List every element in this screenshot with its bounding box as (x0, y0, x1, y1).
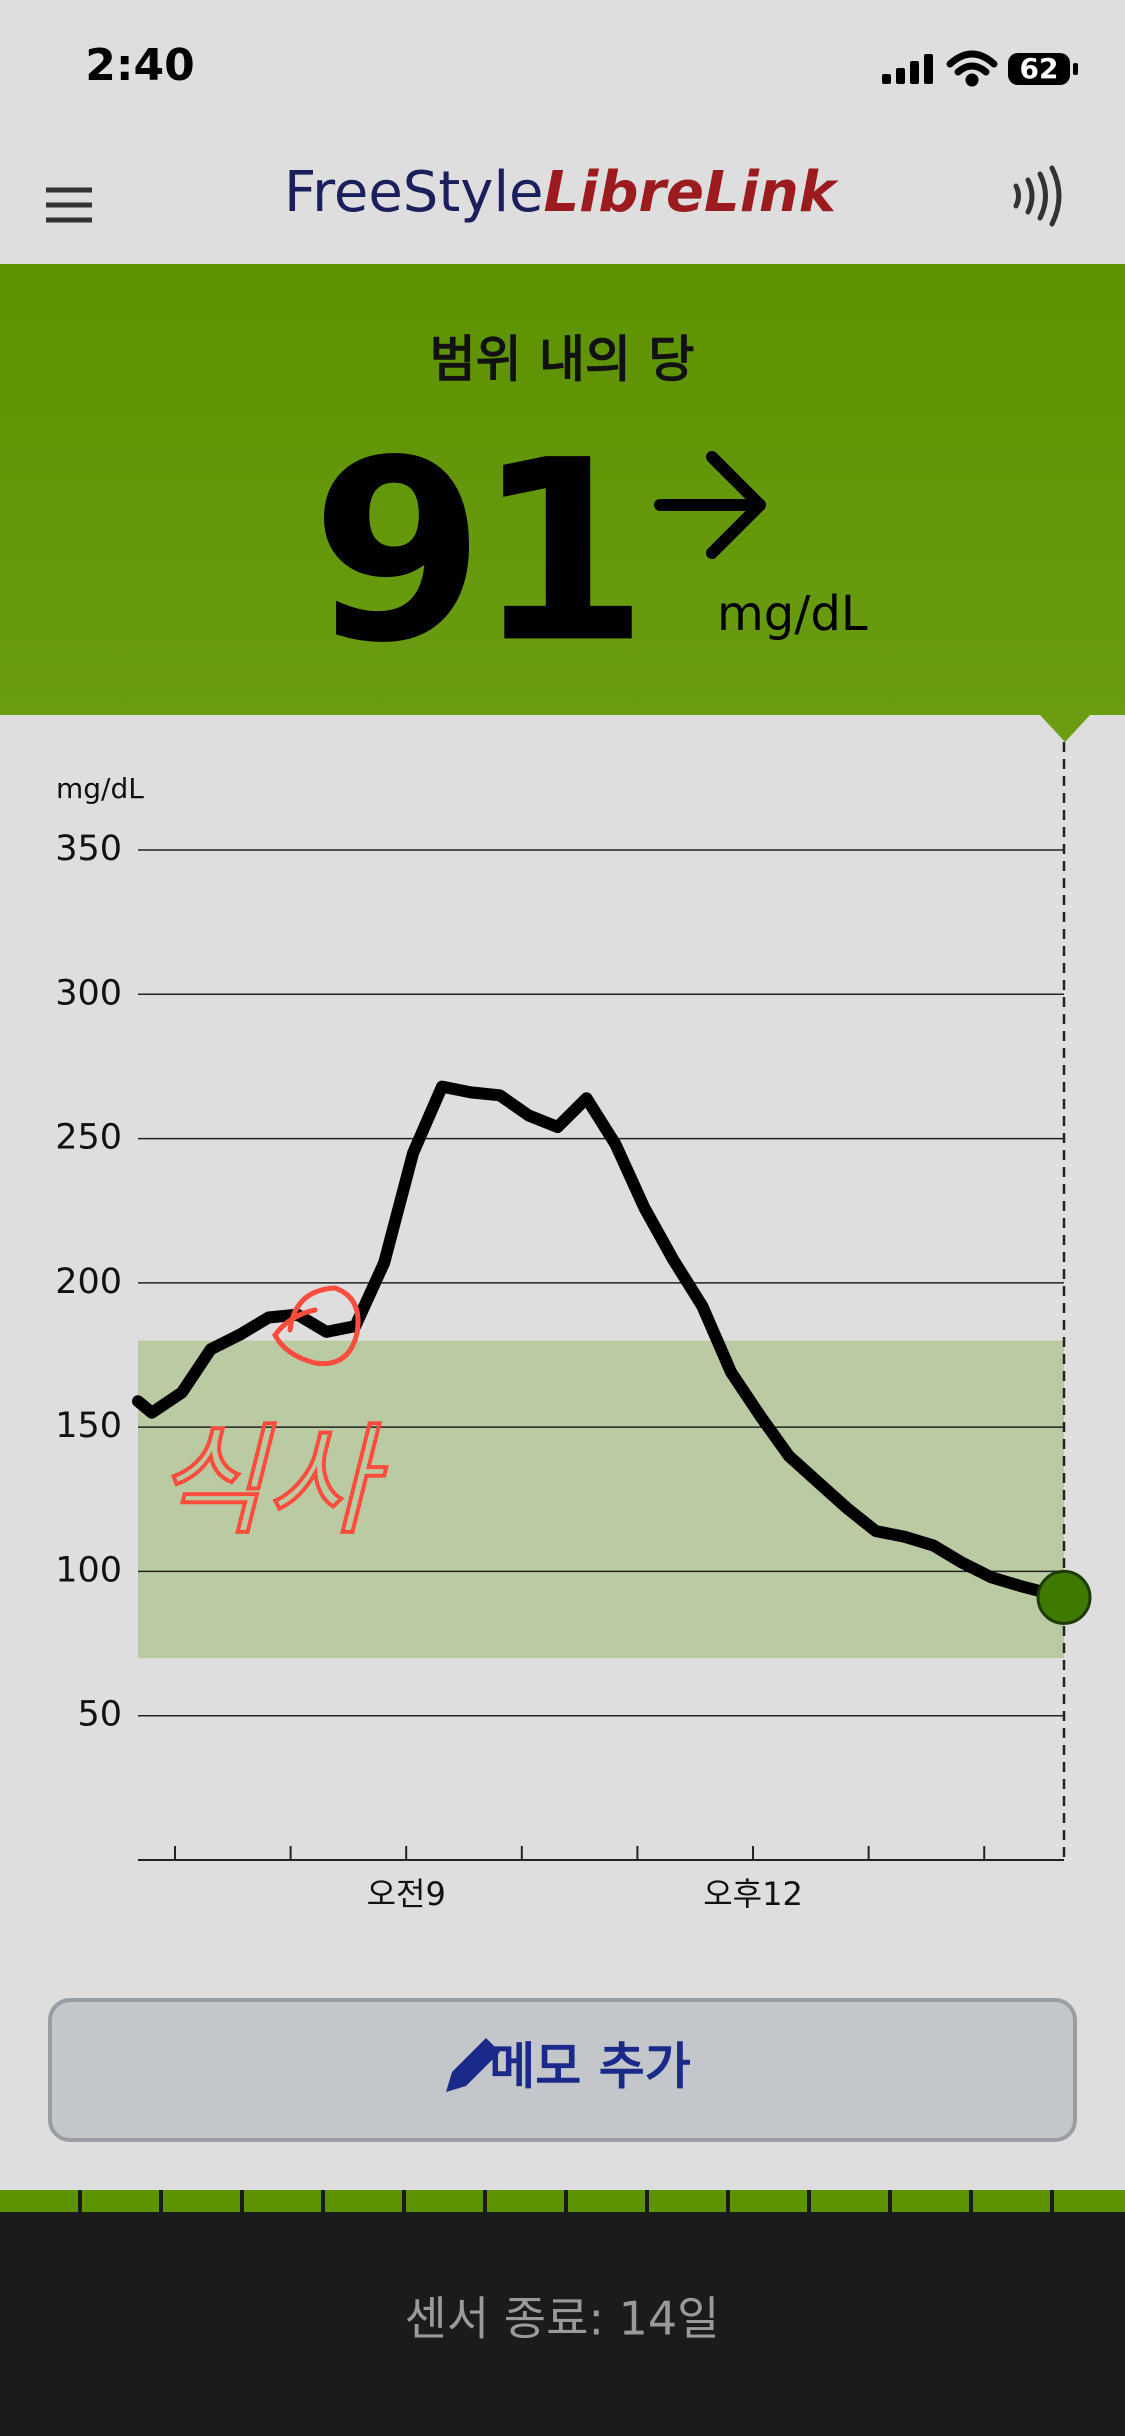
glucose-unit: mg/dL (717, 586, 868, 642)
logo: FreeStyleLibreLink (284, 160, 840, 225)
glucose-banner (0, 264, 1125, 715)
y-tick-label: 100 (55, 1550, 122, 1590)
banner-notch (1040, 715, 1090, 742)
annotation: 식사 (155, 1413, 386, 1552)
signal-icon (882, 54, 933, 84)
glucose-chart: mg/dL 50 100 150 200 250 300 350 오전9 오후12 식사 (55, 742, 1092, 1913)
battery-icon (1008, 53, 1070, 85)
trend-arrow (654, 451, 766, 559)
sensor-status: 센서 종료: 14일 (405, 2292, 720, 2346)
sensor-progress (0, 2190, 1125, 2212)
footer (0, 2190, 1125, 2436)
pencil-icon (446, 2038, 500, 2092)
battery-level: 62 (1020, 52, 1059, 85)
battery-tip (1073, 63, 1078, 75)
scan-button[interactable] (1013, 165, 1062, 227)
y-axis-label: mg/dL (56, 772, 144, 805)
x-tick-label: 오후12 (703, 1875, 803, 1913)
menu-button[interactable] (46, 187, 92, 223)
banner-label: 범위 내의 당 (430, 331, 695, 389)
y-tick-label: 50 (77, 1695, 122, 1735)
y-tick-label: 350 (55, 829, 122, 869)
annotation-circle (272, 1285, 361, 1367)
glucose-line (132, 1080, 1070, 1604)
logo-freestyle: FreeStyle (284, 160, 544, 225)
target-range (138, 1340, 1064, 1658)
status-time: 2:40 (85, 40, 194, 91)
y-tick-label: 300 (55, 973, 122, 1013)
wifi-icon (946, 50, 998, 87)
current-point (1036, 1569, 1092, 1625)
x-tick-label: 오전9 (367, 1875, 446, 1913)
y-tick-label: 150 (55, 1406, 122, 1446)
y-tick-label: 200 (55, 1262, 122, 1302)
sensor-progress-ticks (78, 2190, 1054, 2212)
memo-button-label: 메모 추가 (489, 2038, 690, 2096)
glucose-value: 91 (311, 406, 639, 697)
memo-button[interactable] (48, 1998, 1077, 2142)
y-tick-label: 250 (55, 1118, 122, 1158)
logo-librelink: LibreLink (543, 160, 839, 225)
